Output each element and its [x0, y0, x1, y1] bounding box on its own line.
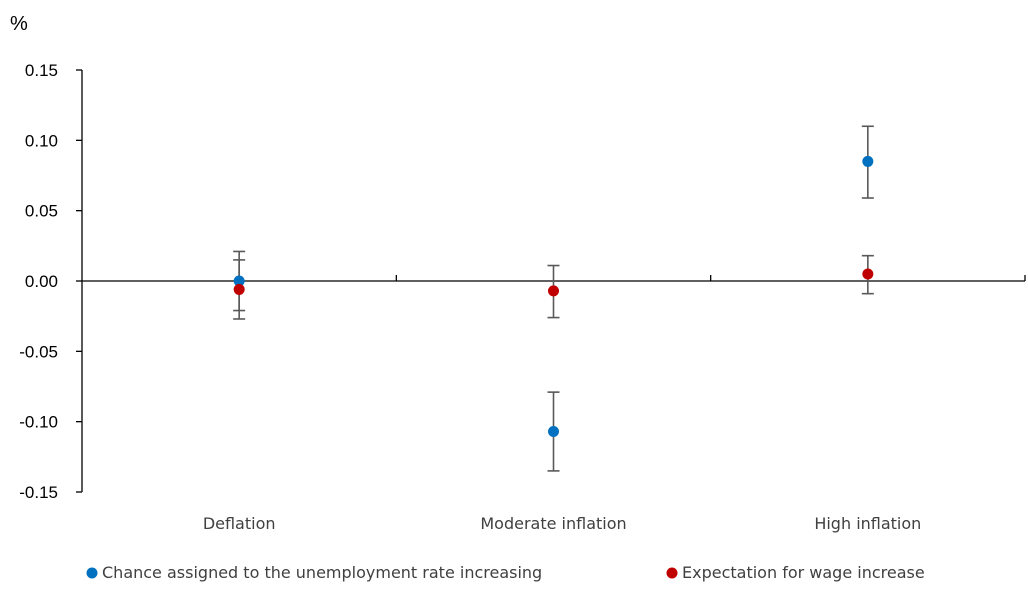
data-point-series-2 — [548, 285, 559, 297]
x-category-label: Moderate inflation — [480, 514, 626, 533]
legend-label: Expectation for wage increase — [682, 563, 925, 582]
data-points — [233, 155, 874, 438]
y-tick-label: 0.05 — [25, 202, 58, 221]
y-tick-label: 0.10 — [25, 131, 58, 150]
legend-label: Chance assigned to the unemployment rate… — [102, 563, 542, 582]
y-tick-label: 0.00 — [25, 272, 58, 291]
y-unit-label: % — [10, 13, 28, 35]
legend-marker — [86, 567, 98, 579]
x-category-label: Deflation — [203, 514, 276, 533]
data-point-series-1 — [862, 155, 874, 167]
data-point-series-1 — [548, 426, 559, 438]
legend-marker — [666, 567, 678, 579]
y-axis: -0.15 -0.10 -0.05 0.00 0.05 0.10 0.15 — [19, 61, 83, 502]
data-point-series-2 — [862, 268, 874, 280]
y-tick-label: 0.15 — [25, 61, 58, 80]
error-bars — [233, 125, 874, 472]
y-tick-label: -0.05 — [19, 342, 58, 361]
data-point-series-1 — [233, 275, 245, 287]
data-point-series-2 — [233, 283, 245, 295]
y-tick-label: -0.10 — [19, 413, 58, 432]
legend: Chance assigned to the unemployment rate… — [86, 563, 925, 582]
x-category-label: High inflation — [814, 514, 921, 533]
y-tick-label: -0.15 — [19, 483, 58, 502]
